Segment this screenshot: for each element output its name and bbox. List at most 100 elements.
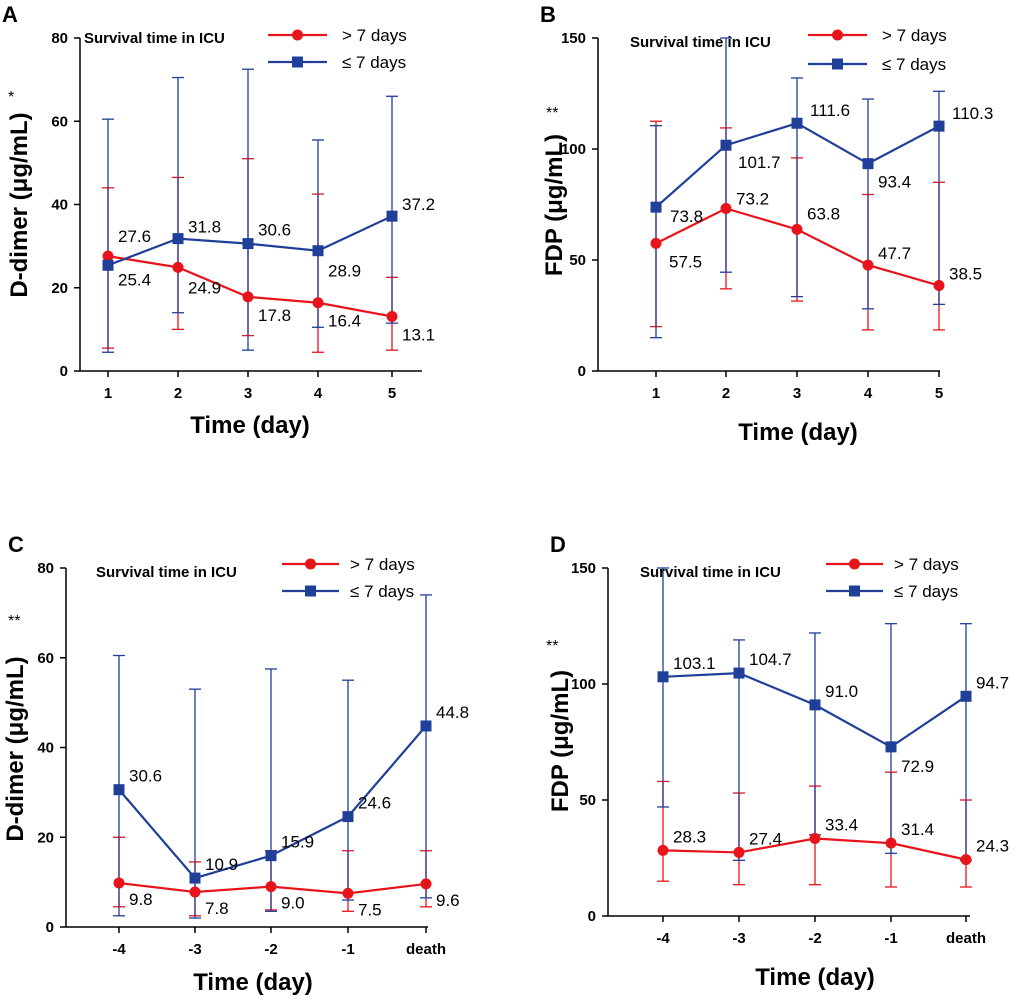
legend-marker-circle <box>849 558 860 570</box>
legend-marker-square <box>292 56 303 68</box>
data-label: 24.3 <box>976 837 1009 856</box>
data-label: 27.6 <box>118 227 151 246</box>
y-tick-label: 20 <box>37 829 54 846</box>
y-axis-title: D-dimer (μg/mL) <box>2 656 29 841</box>
legend-label: ≤ 7 days <box>894 582 958 601</box>
y-tick-label: 60 <box>37 650 54 667</box>
data-label: 28.3 <box>673 827 706 846</box>
data-point-over-7-days <box>102 250 114 262</box>
x-tick-label: 1 <box>104 385 112 402</box>
legend-marker-circle <box>832 29 843 41</box>
data-label: 30.6 <box>129 767 162 786</box>
x-tick-label: -1 <box>884 930 897 947</box>
x-tick-label: 5 <box>388 385 396 402</box>
x-tick-label: 3 <box>793 385 801 402</box>
data-point-over-7-days <box>189 886 201 898</box>
legend-marker-square <box>305 585 316 597</box>
y-tick-label: 60 <box>51 113 68 130</box>
y-axis-title: FDP (μg/mL) <box>547 670 574 812</box>
data-point-under-7-days <box>172 233 184 245</box>
x-tick-label: 4 <box>314 385 323 402</box>
x-axis-title: Time (day) <box>190 412 310 439</box>
data-label: 9.0 <box>281 894 305 913</box>
data-label: 15.9 <box>281 833 314 852</box>
legend-label: > 7 days <box>894 555 959 574</box>
x-tick-label: 4 <box>864 385 873 402</box>
x-axis-title: Time (day) <box>193 969 313 996</box>
y-tick-label: 50 <box>579 792 596 809</box>
legend-label: ≤ 7 days <box>350 582 414 601</box>
data-point-over-7-days <box>720 202 732 214</box>
data-point-under-7-days <box>265 850 277 862</box>
data-label: 13.1 <box>402 325 435 344</box>
data-point-over-7-days <box>657 844 669 856</box>
data-point-over-7-days <box>420 878 432 890</box>
legend-title: Survival time in ICU <box>96 564 237 581</box>
x-tick-label: -4 <box>112 941 126 958</box>
legend-title: Survival time in ICU <box>84 30 225 47</box>
data-label: 27.4 <box>749 829 782 848</box>
y-tick-label: 40 <box>37 740 54 757</box>
legend-marker-square <box>832 58 843 70</box>
data-label: 57.5 <box>669 252 702 271</box>
data-point-under-7-days <box>102 259 114 271</box>
y-axis-title: D-dimer (μg/mL) <box>6 112 33 297</box>
data-point-under-7-days <box>342 811 354 823</box>
significance-marker: * <box>8 89 14 106</box>
data-point-over-7-days <box>933 280 945 292</box>
data-point-under-7-days <box>189 872 201 884</box>
legend-marker-circle <box>305 558 316 570</box>
data-point-over-7-days <box>809 833 821 845</box>
x-tick-label: -2 <box>264 941 277 958</box>
y-tick-label: 0 <box>60 363 68 380</box>
y-tick-label: 0 <box>46 919 54 936</box>
x-tick-label: 3 <box>244 385 252 402</box>
data-label: 7.5 <box>358 900 382 919</box>
x-tick-label: -2 <box>808 930 821 947</box>
legend-title: Survival time in ICU <box>630 34 771 51</box>
x-tick-label: death <box>946 930 986 947</box>
panel-letter: A <box>2 2 18 27</box>
legend-label: ≤ 7 days <box>342 53 406 72</box>
data-point-over-7-days <box>113 877 125 889</box>
panel-letter: D <box>550 532 566 557</box>
data-label: 94.7 <box>976 673 1009 692</box>
data-label: 93.4 <box>878 173 911 192</box>
data-point-under-7-days <box>720 139 732 151</box>
data-label: 47.7 <box>878 244 911 263</box>
significance-marker: ** <box>8 613 20 630</box>
data-point-under-7-days <box>862 158 874 170</box>
data-point-over-7-days <box>172 261 184 273</box>
y-tick-label: 100 <box>571 676 596 693</box>
data-label: 31.4 <box>901 820 934 839</box>
data-label: 10.9 <box>205 855 238 874</box>
data-point-over-7-days <box>650 237 662 249</box>
x-tick-label: 2 <box>174 385 182 402</box>
y-tick-label: 40 <box>51 197 68 214</box>
data-point-under-7-days <box>312 245 324 257</box>
data-point-under-7-days <box>885 741 897 753</box>
panel-letter: B <box>540 2 556 27</box>
y-tick-label: 0 <box>578 363 586 380</box>
y-tick-label: 150 <box>561 30 586 47</box>
x-tick-label: 1 <box>652 385 660 402</box>
data-label: 44.8 <box>436 703 469 722</box>
data-label: 33.4 <box>825 816 858 835</box>
data-label: 104.7 <box>749 650 792 669</box>
data-label: 37.2 <box>402 195 435 214</box>
data-point-under-7-days <box>113 784 125 796</box>
data-point-over-7-days <box>885 837 897 849</box>
x-tick-label: death <box>406 941 446 958</box>
data-point-under-7-days <box>960 690 972 702</box>
data-point-under-7-days <box>791 117 803 129</box>
significance-marker: ** <box>546 105 558 122</box>
data-point-under-7-days <box>386 210 398 222</box>
data-point-under-7-days <box>650 201 662 213</box>
data-label: 24.6 <box>358 794 391 813</box>
data-point-over-7-days <box>733 846 745 858</box>
data-label: 63.8 <box>807 204 840 223</box>
x-tick-label: -3 <box>732 930 745 947</box>
x-axis-title: Time (day) <box>738 419 858 446</box>
data-point-over-7-days <box>862 259 874 271</box>
